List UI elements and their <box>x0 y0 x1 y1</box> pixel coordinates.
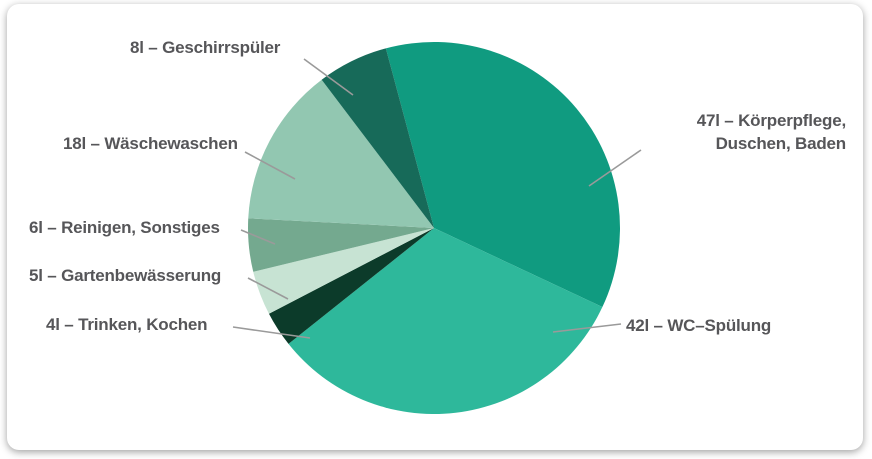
chart-card: 8l – Geschirrspüler 18l – Wäschewaschen … <box>7 4 863 450</box>
pie-slices <box>247 42 620 415</box>
pie-slice-reinigen-sonstiges <box>247 218 434 272</box>
pie-label-waeschewaschen: 18l – Wäschewaschen <box>63 134 238 153</box>
leader-line-reinigen <box>240 229 276 245</box>
pie-chart-canvas <box>232 42 642 415</box>
pie-slice-wc-spuelung <box>288 228 603 415</box>
pie-slice-koerperpflege <box>385 42 620 308</box>
pie-slice-waeschewaschen <box>248 79 434 228</box>
pie-label-koerperpflege: 47l – Körperpflege, Duschen, Baden <box>696 111 846 153</box>
leader-line-geschirrspueler <box>303 58 354 96</box>
leader-line-koerperpflege <box>588 149 642 187</box>
pie-label-wc: 42l – WC–Spülung <box>626 316 772 335</box>
leader-line-garten <box>247 277 289 300</box>
leader-lines <box>232 58 642 339</box>
pie-label-trinken: 4l – Trinken, Kochen <box>46 315 208 334</box>
leader-line-wc <box>552 323 622 333</box>
pie-label-geschirrspueler: 8l – Geschirrspüler <box>130 38 281 57</box>
leader-line-trinken <box>232 326 311 339</box>
pie-chart: 8l – Geschirrspüler 18l – Wäschewaschen … <box>7 4 863 450</box>
pie-label-reinigen: 6l – Reinigen, Sonstiges <box>29 218 220 237</box>
leader-line-waeschewaschen <box>244 151 296 180</box>
pie-label-garten: 5l – Gartenbewässerung <box>29 266 222 285</box>
pie-slice-trinken-kochen <box>268 228 434 344</box>
pie-slice-gartenbewaesserung <box>253 228 434 314</box>
